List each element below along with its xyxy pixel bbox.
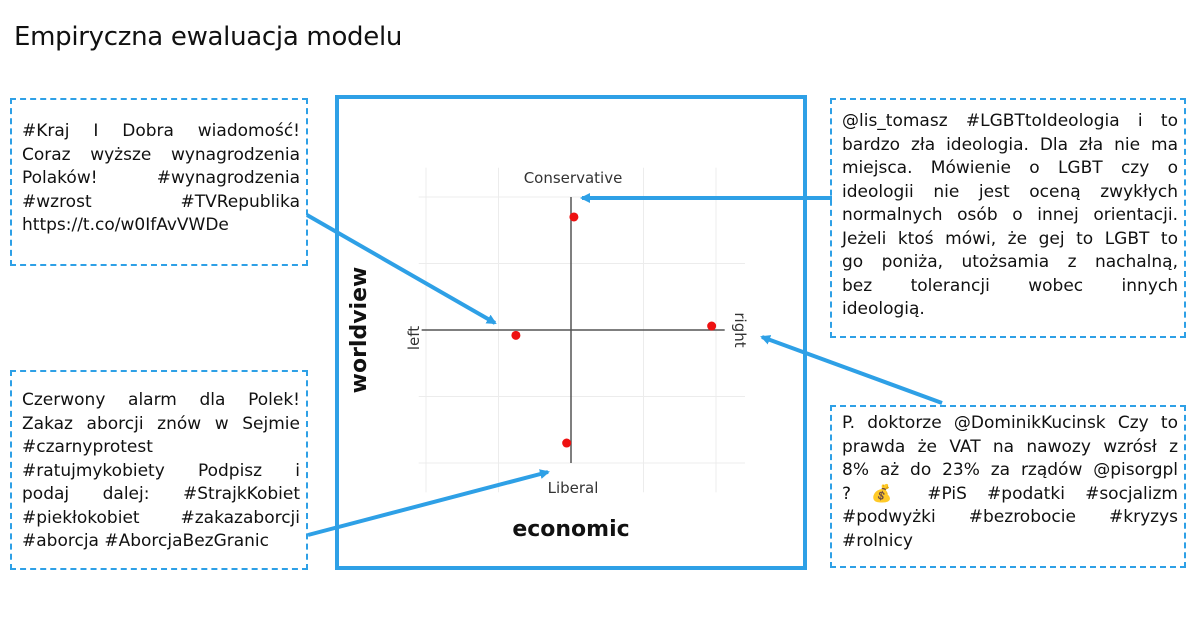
connector-arrows <box>306 193 943 537</box>
tweet-box-bottom-left: Czerwony alarm dla Polek! Zakaz aborcji z… <box>10 370 308 570</box>
y-axis-bottom-label: Liberal <box>548 479 599 497</box>
x-axis-left-label: left <box>405 326 423 350</box>
tweet-line: Zakaz aborcji znów w Sejmie <box>22 413 300 434</box>
connector-arrow <box>307 469 550 537</box>
tweet-line: #Kraj I Dobra wiadomość! <box>22 121 300 141</box>
x-axis-title: economic <box>512 517 629 542</box>
x-axis-right-label: right <box>731 312 749 347</box>
tweet-line: prawda że VAT na nawozy wzrósł z <box>842 436 1178 457</box>
tweet-line: #podwyżki #bezrobocie #kryzys <box>842 507 1178 527</box>
data-point <box>511 330 521 340</box>
tweet-box-top-left: #Kraj I Dobra wiadomość! Coraz wyższe wyn… <box>10 98 308 266</box>
tweet-line: normalnych osób o innej orientacji. <box>842 205 1178 225</box>
tweet-line: bardzo zła ideologia. Dla zła nie ma <box>842 134 1178 155</box>
tweet-box-bottom-right: P. doktorze @DominikKucinsk Czy to prawda… <box>830 405 1186 568</box>
tweet-line: podaj dalej: #StrajkKobiet <box>22 484 300 504</box>
tweet-line: #czarnyprotest <box>22 437 153 457</box>
tweet-line: #aborcja #AborcjaBezGranic <box>22 531 269 551</box>
tweet-box-top-right: @lis_tomasz #LGBTtoIdeologia i to bardzo … <box>830 98 1186 338</box>
data-point <box>569 212 579 222</box>
connector-arrow <box>306 213 497 325</box>
tweet-line: #wzrost #TVRepublika <box>22 191 300 212</box>
tweet-line: miejsca. Mówienie o LGBT czy o <box>842 158 1178 178</box>
page-title: Empiryczna ewaluacja modelu <box>14 22 403 52</box>
tweet-line: Coraz wyższe wynagrodzenia <box>22 144 300 165</box>
y-axis-title: worldview <box>347 267 372 394</box>
tweet-line: Polaków! #wynagrodzenia <box>22 168 300 188</box>
tweet-line: Jeżeli ktoś mówi, że gej to LGBT to <box>842 228 1178 249</box>
tweet-line: ideologii nie jest oceną zwykłych <box>842 181 1178 202</box>
y-axis-top-label: Conservative <box>524 169 623 187</box>
tweet-line: @lis_tomasz #LGBTtoIdeologia i to <box>842 111 1178 131</box>
tweet-line: P. doktorze @DominikKucinsk Czy to <box>842 413 1178 433</box>
connector-arrow <box>760 335 943 405</box>
tweet-line: ? 💰 #PiS #podatki #socjalizm <box>842 483 1178 504</box>
tweet-line: https://t.co/w0IfAvVWDe <box>22 215 229 235</box>
tweet-line: #rolnicy <box>842 530 913 551</box>
data-points <box>511 212 717 448</box>
tweet-line: #ratujmykobiety Podpisz i <box>22 460 300 481</box>
tweet-line: Czerwony alarm dla Polek! <box>22 390 300 410</box>
tweet-line: #piekłokobiet #zakazaborcji <box>22 507 300 528</box>
data-point <box>707 321 717 331</box>
tweet-line: go poniża, utożsamia z nachalną, <box>842 252 1178 272</box>
data-point <box>562 438 572 448</box>
tweet-line: ideologią. <box>842 299 925 319</box>
tweet-line: 8% aż do 23% za rządów @pisorgpl <box>842 460 1178 480</box>
tweet-line: bez tolerancji wobec innych <box>842 275 1178 296</box>
